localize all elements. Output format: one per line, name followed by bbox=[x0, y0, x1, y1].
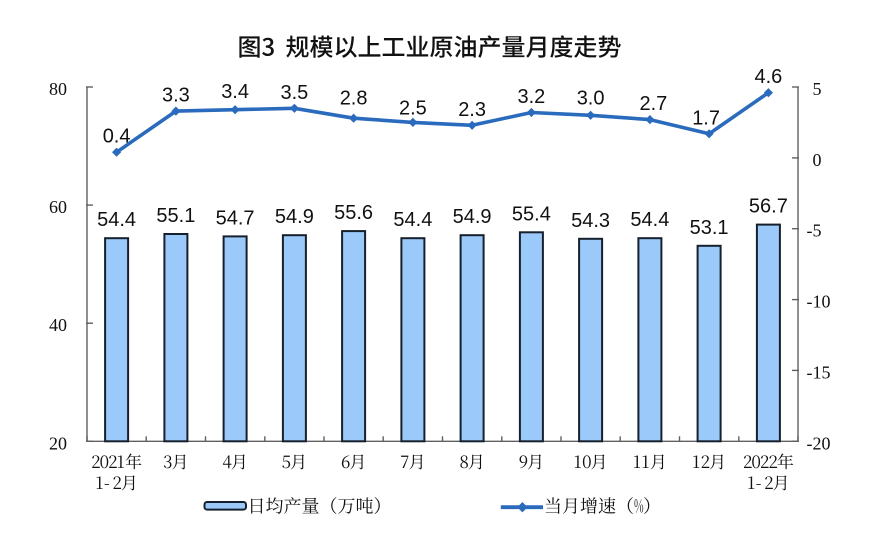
svg-text:4.6: 4.6 bbox=[754, 66, 782, 88]
svg-text:-5: -5 bbox=[807, 221, 822, 241]
svg-text:2.3: 2.3 bbox=[458, 99, 486, 121]
svg-text:56.7: 56.7 bbox=[749, 196, 788, 218]
svg-text:-20: -20 bbox=[807, 433, 831, 453]
svg-text:54.4: 54.4 bbox=[630, 209, 669, 231]
svg-text:3.0: 3.0 bbox=[577, 87, 605, 109]
svg-text:0.4: 0.4 bbox=[103, 126, 131, 148]
svg-text:1.7: 1.7 bbox=[692, 107, 720, 129]
svg-text:2.5: 2.5 bbox=[399, 97, 427, 119]
svg-text:54.3: 54.3 bbox=[571, 210, 610, 232]
svg-text:3.5: 3.5 bbox=[280, 82, 308, 104]
svg-text:54.7: 54.7 bbox=[216, 207, 255, 229]
svg-text:3.4: 3.4 bbox=[221, 81, 249, 103]
svg-text:-10: -10 bbox=[807, 292, 831, 312]
svg-text:55.6: 55.6 bbox=[334, 202, 373, 224]
svg-text:60: 60 bbox=[49, 197, 67, 217]
svg-text:40: 40 bbox=[49, 315, 67, 335]
svg-text:55.1: 55.1 bbox=[156, 205, 195, 227]
svg-text:3.2: 3.2 bbox=[517, 86, 545, 108]
svg-text:-15: -15 bbox=[807, 362, 831, 382]
svg-text:53.1: 53.1 bbox=[690, 217, 729, 239]
svg-text:2.7: 2.7 bbox=[639, 93, 667, 115]
svg-text:80: 80 bbox=[49, 79, 67, 99]
svg-text:55.4: 55.4 bbox=[512, 203, 551, 225]
svg-text:20: 20 bbox=[49, 433, 67, 453]
svg-text:54.4: 54.4 bbox=[97, 209, 136, 231]
svg-text:54.9: 54.9 bbox=[453, 206, 492, 228]
svg-text:3.3: 3.3 bbox=[162, 85, 190, 107]
svg-text:0: 0 bbox=[813, 150, 822, 170]
svg-text:54.4: 54.4 bbox=[393, 209, 432, 231]
svg-text:2.8: 2.8 bbox=[340, 88, 368, 110]
svg-text:5: 5 bbox=[813, 79, 822, 99]
svg-text:54.9: 54.9 bbox=[275, 206, 314, 228]
